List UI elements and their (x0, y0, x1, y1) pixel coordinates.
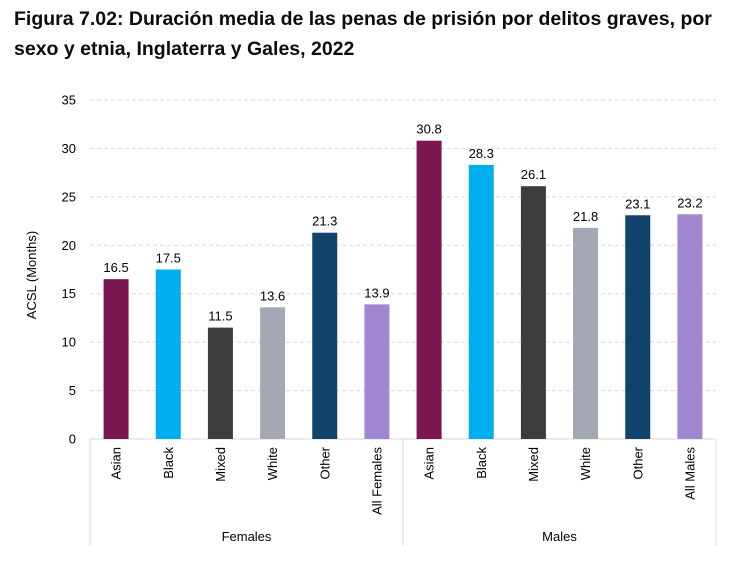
x-tick-label: All Females (369, 447, 384, 515)
data-label: 30.8 (416, 122, 441, 137)
axes (89, 438, 717, 546)
y-tick-label: 30 (62, 141, 76, 156)
data-label: 26.1 (521, 167, 546, 182)
y-tick-labels: 0 5 10 15 20 25 30 35 (62, 93, 76, 447)
bar (573, 227, 599, 439)
data-label: 13.9 (364, 285, 389, 300)
y-tick-label: 25 (62, 189, 76, 204)
y-tick-label: 15 (62, 286, 76, 301)
y-tick-label: 0 (69, 432, 76, 447)
bar (468, 164, 494, 439)
y-axis-label: ACSL (Months) (24, 231, 39, 319)
group-label: Males (542, 529, 577, 544)
x-tick-label: Other (630, 446, 645, 479)
bars (103, 140, 703, 439)
bar (155, 269, 181, 439)
x-tick-label: Mixed (213, 447, 228, 482)
data-label: 11.5 (208, 309, 232, 324)
bar (677, 214, 703, 439)
data-label: 23.2 (677, 195, 702, 210)
data-label: 28.3 (469, 146, 494, 161)
grid-lines (90, 99, 716, 392)
x-tick-label: White (265, 447, 280, 480)
bar (103, 279, 129, 439)
x-tick-label: White (578, 447, 593, 480)
y-tick-label: 10 (62, 335, 76, 350)
bar (416, 140, 442, 439)
x-tick-label: Black (474, 447, 489, 479)
bar (364, 304, 390, 439)
x-tick-label: Asian (422, 447, 437, 480)
data-label: 21.8 (573, 209, 598, 224)
data-label: 16.5 (103, 260, 128, 275)
bar (207, 327, 233, 439)
data-label: 21.3 (312, 214, 337, 229)
y-tick-label: 20 (62, 238, 76, 253)
bar (520, 186, 546, 439)
data-labels: 16.5 17.5 11.5 13.6 21.3 13.9 30.8 28.3 26.1 21.8… (103, 122, 702, 324)
x-tick-label: Asian (109, 447, 124, 480)
bar (625, 215, 651, 439)
y-tick-label: 5 (69, 383, 76, 398)
group-labels: Females Males (222, 529, 578, 544)
data-label: 13.6 (260, 288, 285, 303)
chart-title: Figura 7.02: Duración media de las penas… (14, 8, 712, 60)
x-tick-label: Mixed (526, 447, 541, 482)
x-tick-label: All Males (682, 447, 697, 500)
group-label: Females (222, 529, 272, 544)
bar (260, 307, 286, 439)
bar (312, 232, 338, 439)
x-tick-labels: Asian Black Mixed White Other All Females Asia… (109, 446, 698, 515)
x-tick-label: Other (317, 446, 332, 479)
data-label: 17.5 (156, 251, 181, 266)
data-label: 23.1 (625, 196, 650, 211)
x-tick-label: Black (161, 447, 176, 479)
y-tick-label: 35 (62, 93, 76, 108)
